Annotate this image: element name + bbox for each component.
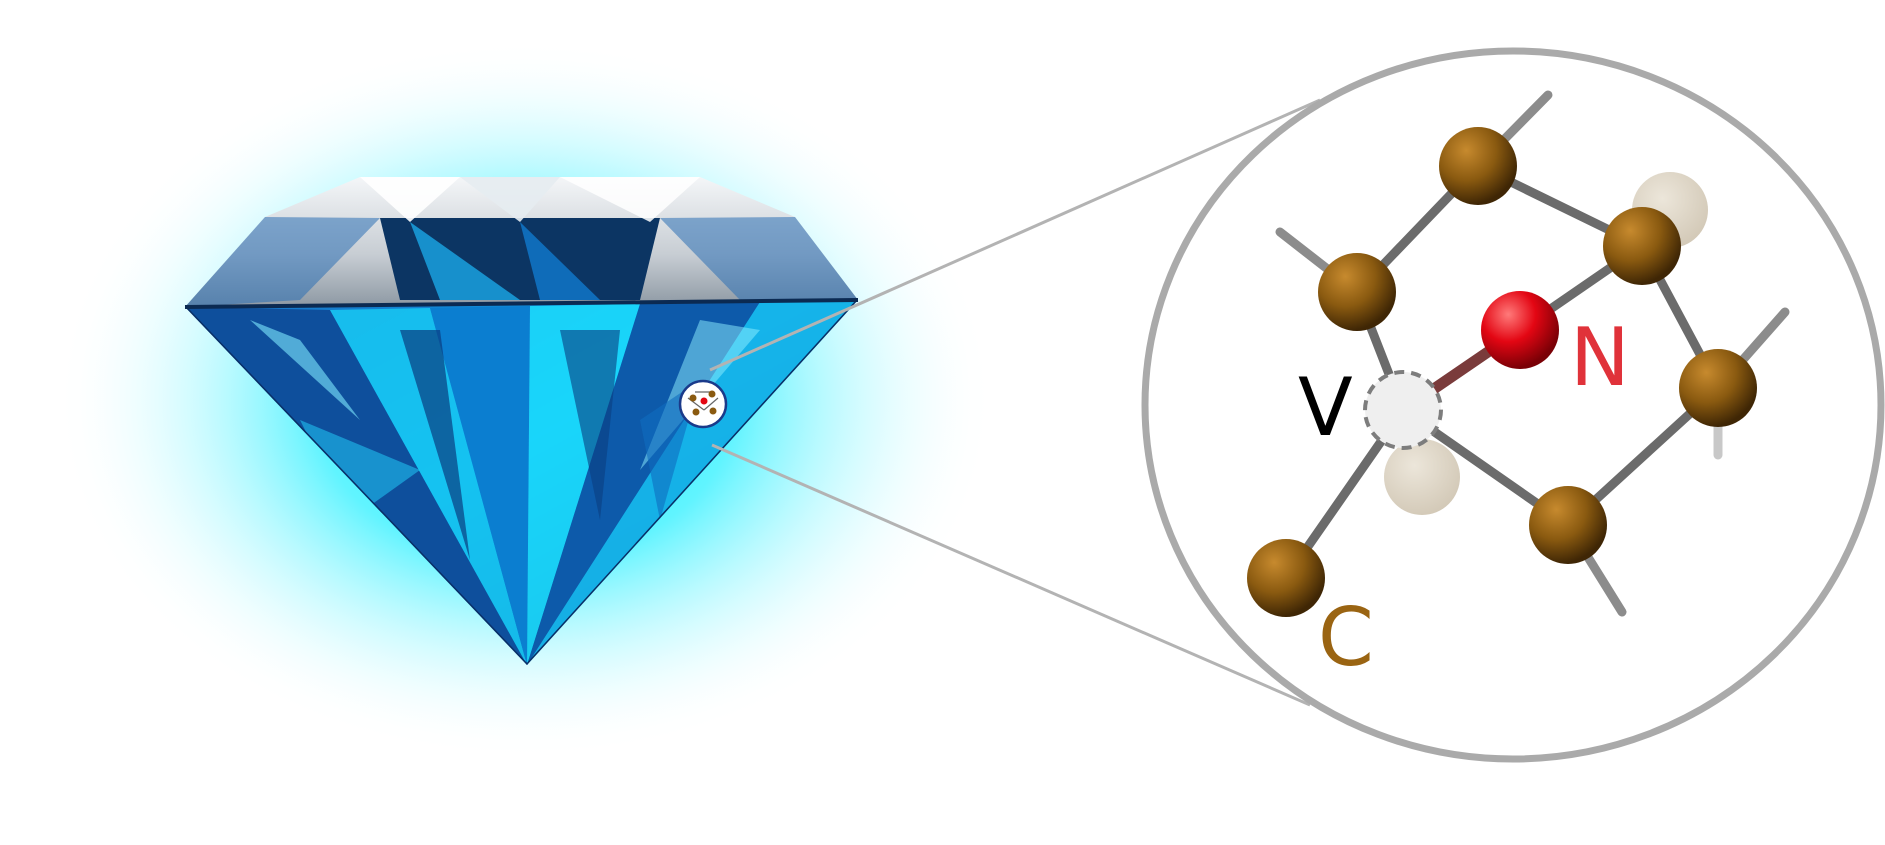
carbon-atom (1679, 349, 1757, 427)
nitrogen-atom (1481, 291, 1559, 369)
vacancy-site (1363, 370, 1443, 450)
zoom-line-bottom (711, 443, 1311, 707)
carbon-atom (1318, 253, 1396, 331)
carbon-label: C (1318, 591, 1374, 684)
carbon-atom (1247, 539, 1325, 617)
carbon-atom (1439, 127, 1517, 205)
diamond-facets (185, 298, 858, 665)
carbon-atom (1603, 207, 1681, 285)
zoom-inset: V N C (1141, 47, 1885, 763)
magnifier-lens-icon (678, 379, 728, 429)
zoom-line-top (709, 98, 1321, 372)
carbon-atom (1529, 486, 1607, 564)
nitrogen-label: N (1570, 311, 1630, 404)
ghost-atom-bottom (1384, 439, 1460, 515)
diamond-table-shadow (380, 218, 660, 300)
vacancy-label: V (1298, 361, 1353, 454)
